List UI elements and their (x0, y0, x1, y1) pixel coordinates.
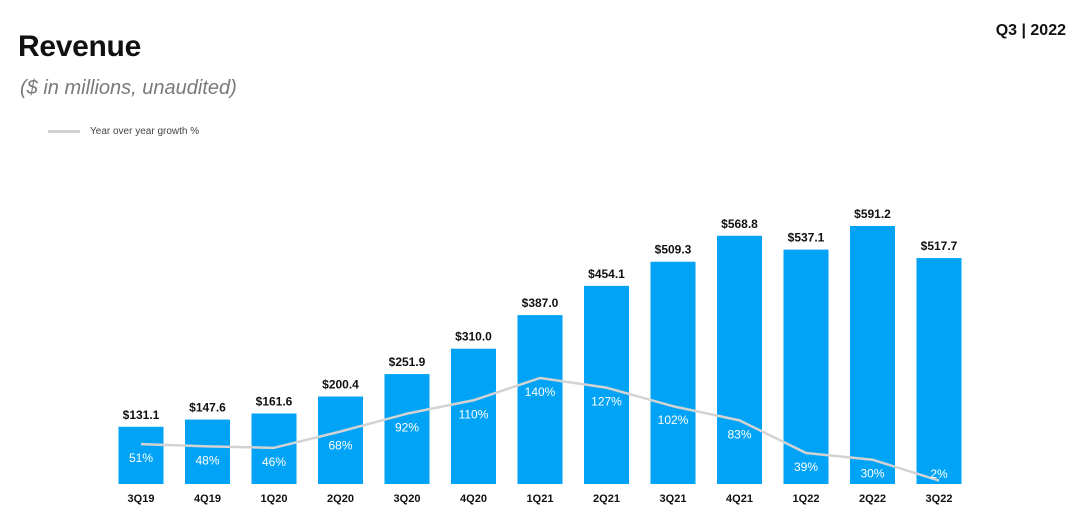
growth-label-1Q21: 140% (525, 385, 556, 399)
revenue-bar-4Q19 (185, 419, 230, 484)
chart-title: Revenue (18, 30, 141, 63)
revenue-bar-3Q21 (650, 261, 696, 484)
value-label-3Q21: $509.3 (655, 243, 692, 257)
value-label-2Q22: $591.2 (854, 207, 891, 221)
legend-label-growth: Year over year growth % (90, 126, 200, 137)
growth-label-2Q20: 68% (328, 438, 352, 452)
category-label-2Q21: 2Q21 (593, 493, 620, 505)
value-label-3Q19: $131.1 (123, 408, 160, 422)
revenue-bar-2Q22 (850, 226, 895, 484)
growth-label-4Q19: 48% (195, 453, 219, 467)
value-label-4Q19: $147.6 (189, 401, 226, 415)
value-label-1Q22: $537.1 (788, 231, 825, 245)
category-label-1Q22: 1Q22 (793, 493, 820, 505)
revenue-bar-1Q21 (517, 315, 563, 484)
revenue-bar-2Q20 (318, 396, 363, 484)
category-label-4Q20: 4Q20 (460, 493, 487, 505)
growth-label-3Q21: 102% (658, 413, 689, 427)
value-label-4Q21: $568.8 (721, 217, 758, 231)
category-label-3Q19: 3Q19 (128, 493, 155, 505)
category-label-3Q22: 3Q22 (926, 493, 953, 505)
period-label: Q3 | 2022 (995, 22, 1066, 39)
category-label-3Q20: 3Q20 (394, 493, 421, 505)
revenue-bar-3Q19 (118, 426, 164, 484)
revenue-bar-4Q21 (717, 235, 762, 484)
growth-label-1Q22: 39% (794, 460, 818, 474)
bar-group (118, 226, 962, 484)
category-label-4Q19: 4Q19 (194, 493, 221, 505)
value-label-3Q22: $517.7 (921, 239, 958, 253)
revenue-bar-3Q22 (916, 258, 962, 484)
growth-line (140, 376, 940, 482)
revenue-bar-1Q22 (783, 249, 829, 484)
category-label-1Q21: 1Q21 (527, 493, 554, 505)
revenue-bar-4Q20 (451, 348, 496, 484)
value-label-4Q20: $310.0 (455, 330, 492, 344)
growth-line-group (140, 376, 940, 482)
growth-label-1Q20: 46% (262, 455, 286, 469)
label-group: $131.1 3Q19 $147.6 4Q19 $161.6 1Q20 $200.4 2Q20… (123, 207, 958, 505)
category-label-4Q21: 4Q21 (726, 493, 753, 505)
growth-label-4Q20: 110% (459, 407, 489, 421)
value-label-2Q20: $200.4 (322, 378, 359, 392)
growth-label-2Q22: 30% (860, 467, 884, 481)
category-label-3Q21: 3Q21 (660, 493, 687, 505)
growth-label-3Q19: 51% (129, 451, 153, 465)
growth-line-legend-swatch (48, 130, 80, 133)
value-label-1Q20: $161.6 (256, 394, 293, 408)
value-label-1Q21: $387.0 (522, 296, 559, 310)
growth-label-3Q22: 2% (930, 467, 948, 481)
chart-subtitle: ($ in millions, unaudited) (20, 77, 237, 99)
growth-label-2Q21: 127% (591, 395, 622, 409)
category-label-2Q20: 2Q20 (327, 493, 354, 505)
category-label-2Q22: 2Q22 (859, 493, 886, 505)
growth-label-4Q21: 83% (727, 427, 751, 441)
growth-label-3Q20: 92% (395, 421, 419, 435)
legend: Year over year growth % (48, 126, 199, 137)
revenue-bar-3Q20 (384, 374, 430, 484)
value-label-2Q21: $454.1 (588, 267, 625, 281)
value-label-3Q20: $251.9 (389, 355, 426, 369)
category-label-1Q20: 1Q20 (261, 493, 288, 505)
